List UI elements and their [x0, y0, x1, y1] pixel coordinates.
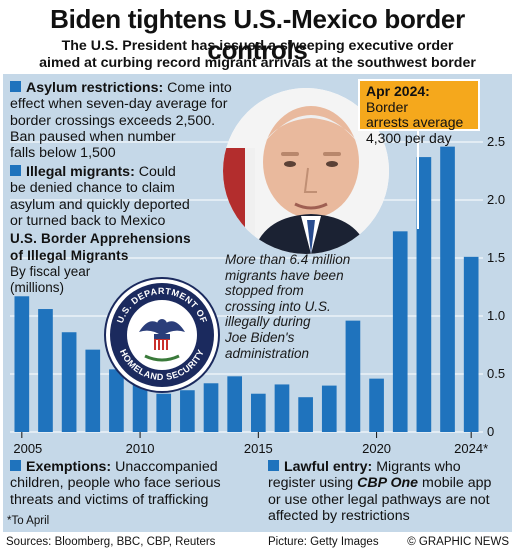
bar-2018 [321, 385, 337, 432]
exemptions-note: Exemptions: Unaccompanied children, peop… [10, 459, 221, 508]
exemptions-line-1: Unaccompanied [111, 459, 218, 475]
chart-title: U.S. Border Apprehensions of Illegal Mig… [10, 231, 191, 264]
callout-line-3: 4,300 per day [366, 129, 452, 146]
lawful-line-4: affected by restrictions [268, 507, 410, 524]
chart-title-line-2: of Illegal Migrants [10, 247, 129, 263]
annotation-line-2: migrants have been [225, 267, 344, 283]
lawful-line-3: or use other legal pathways are not [268, 491, 490, 508]
cbp-one-app-name: CBP One [357, 475, 419, 492]
subtitle-line-1: The U.S. President has issued a sweeping… [61, 38, 454, 54]
lawful-line-1: Migrants who [372, 459, 461, 475]
exemptions-line-2: children, people who face serious [10, 475, 221, 492]
bar-2005 [14, 296, 30, 432]
bar-2012 [180, 390, 195, 432]
y-tick-label: 2.0 [487, 192, 505, 207]
annotation-line-7: administration [225, 345, 310, 361]
brand-credit: © GRAPHIC NEWS [407, 536, 509, 548]
y-tick-label: 0 [487, 424, 494, 439]
asylum-line-3: border crossings exceeds 2,500. [10, 112, 216, 129]
exemptions-line-3: threats and victims of trafficking [10, 491, 209, 508]
chart-title-line-1: U.S. Border Apprehensions [10, 231, 191, 246]
x-tick-label: 2024* [454, 441, 488, 456]
y-tick-label: 1.5 [487, 250, 505, 265]
asylum-line-1: Come into [163, 80, 232, 96]
bar-2023 [440, 146, 455, 432]
bar-2009 [109, 369, 124, 432]
illegal-line-4: or turned back to Mexico [10, 212, 166, 229]
apr-2024-callout: Apr 2024: Border arrests average 4,300 p… [358, 79, 480, 145]
biden-era-annotation: More than 6.4 million migrants have been… [225, 252, 370, 361]
y-axis-ticks: 0 0.5 1.0 1.5 2.0 2.5 [487, 134, 505, 439]
bar-2008 [85, 349, 101, 432]
illegal-line-1: Could [134, 164, 176, 180]
y-tick-label: 1.0 [487, 308, 505, 323]
y-tick-label: 2.5 [487, 134, 505, 149]
callout-pointer [417, 131, 419, 229]
lawful-entry-note: Lawful entry: Migrants who register usin… [268, 459, 491, 524]
bar-2014 [227, 376, 243, 432]
bar-2013 [203, 383, 219, 432]
bullet-square-icon [10, 165, 21, 176]
bar-2007 [61, 332, 77, 432]
bar-2020 [369, 378, 384, 432]
callout-line-1: Border [366, 98, 409, 115]
annotation-line-1: More than 6.4 million [225, 252, 351, 267]
callout-heading: Apr 2024: [366, 83, 430, 99]
exemptions-heading: Exemptions: [26, 459, 112, 475]
bar-2015 [250, 393, 266, 432]
page-title: Biden tightens U.S.-Mexico border contro… [50, 4, 465, 65]
bar-2006 [38, 309, 53, 432]
bar-2017 [298, 397, 313, 432]
bullet-square-icon [268, 460, 279, 471]
x-axis-ticks: 2005 2010 2015 2020 2024* [13, 432, 488, 456]
annotation-line-4: crossing into U.S. [225, 298, 331, 314]
bar-2024 [463, 256, 479, 432]
asylum-heading: Asylum restrictions: [26, 80, 164, 96]
bar-2016 [274, 384, 290, 432]
page-subtitle: The U.S. President has issued a sweeping… [20, 38, 495, 71]
lawful-line-2c: mobile app [418, 475, 492, 492]
bar-2011 [156, 393, 172, 432]
asylum-line-2: effect when seven-day average for [10, 96, 228, 113]
dhs-seal-icon: U.S. DEPARTMENT OF HOMELAND SECURITY [104, 277, 220, 393]
chart-subtitle-line-2: (millions) [10, 280, 64, 296]
lawful-heading: Lawful entry: [284, 459, 373, 475]
sources-credit: Sources: Bloomberg, BBC, CBP, Reuters [6, 536, 216, 548]
asylum-restrictions-note: Asylum restrictions: Come into effect wh… [10, 80, 232, 161]
callout-line-2: arrests average [366, 114, 464, 130]
annotation-line-3: stopped from [225, 283, 304, 299]
y-tick-label: 0.5 [487, 366, 505, 381]
apprehensions-chart: 0 0.5 1.0 1.5 2.0 2.5 2005 2010 2015 2020 2024* [10, 134, 505, 456]
illegal-heading: Illegal migrants: [26, 164, 135, 180]
annotation-line-5: illegally during [225, 314, 311, 330]
bullet-square-icon [10, 81, 21, 92]
infographic-panel: 0 0.5 1.0 1.5 2.0 2.5 2005 2010 2015 2020 2024* [3, 74, 512, 532]
asylum-line-4: Ban paused when number [10, 128, 176, 145]
bar-2010 [132, 379, 148, 432]
footnote: *To April [7, 515, 50, 527]
asylum-line-5: falls below 1,500 [10, 145, 116, 162]
bar-2022 [416, 157, 432, 432]
illegal-line-2: be denied chance to claim [10, 180, 175, 197]
x-tick-label: 2015 [244, 441, 273, 456]
bars [14, 146, 479, 432]
x-tick-label: 2005 [13, 441, 42, 456]
annotation-line-6: Joe Biden's [225, 329, 295, 345]
x-tick-label: 2020 [362, 441, 391, 456]
bar-2019 [345, 320, 361, 432]
bar-2021 [392, 231, 408, 432]
picture-credit: Picture: Getty Images [268, 536, 379, 548]
lawful-line-2a: register using [268, 475, 358, 492]
x-tick-label: 2010 [126, 441, 155, 456]
illegal-migrants-note: Illegal migrants: Could be denied chance… [10, 164, 190, 229]
subtitle-line-2: aimed at curbing record migrant arrivals… [39, 54, 476, 71]
illegal-line-3: asylum and quickly deported [10, 196, 190, 213]
bullet-square-icon [10, 460, 21, 471]
chart-subtitle-line-1: By fiscal year [10, 264, 91, 279]
chart-subtitle: By fiscal year (millions) [10, 264, 90, 297]
